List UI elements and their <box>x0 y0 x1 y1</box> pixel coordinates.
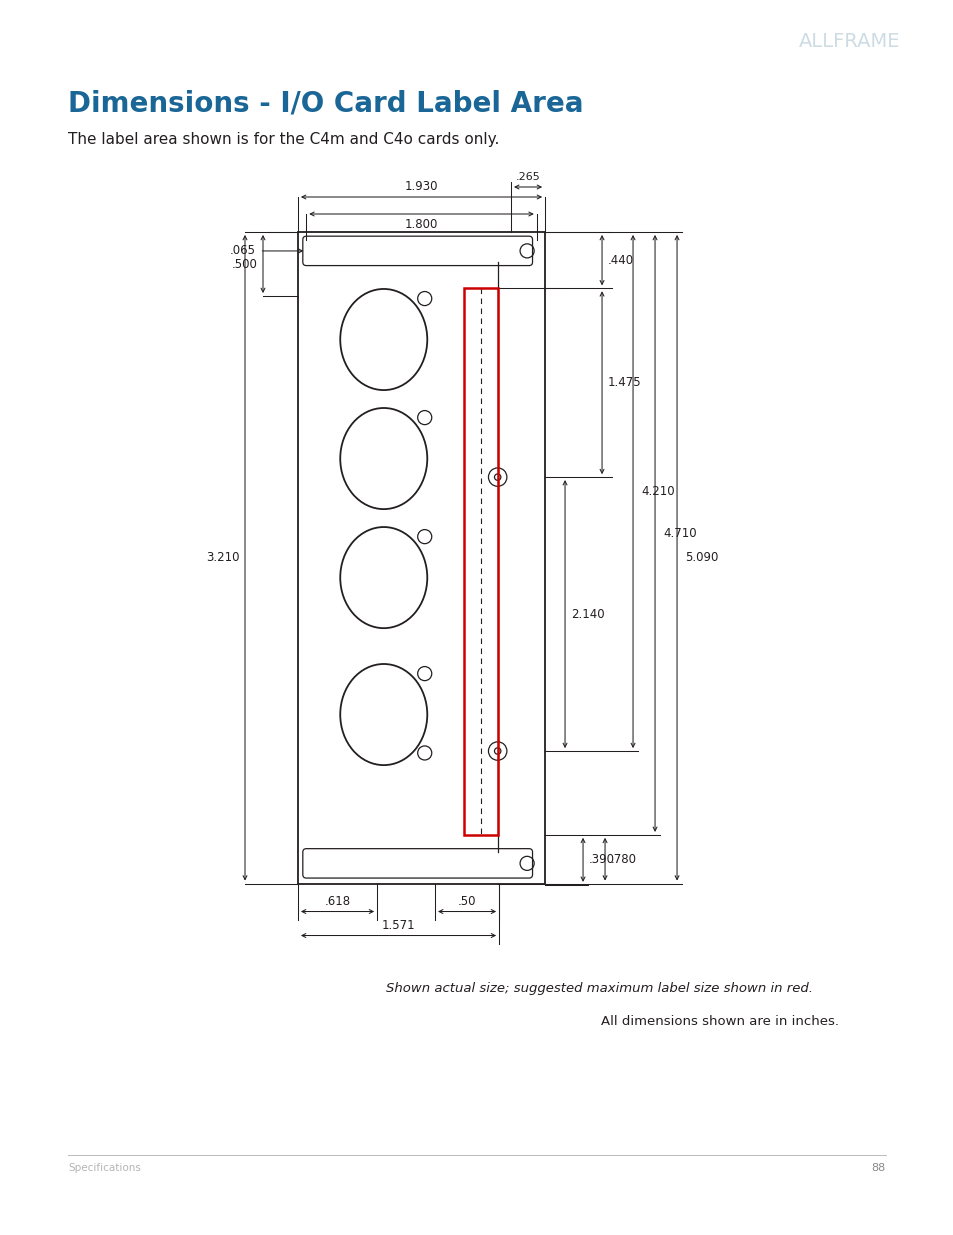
Bar <box>297 232 544 883</box>
Text: 2.140: 2.140 <box>571 608 604 620</box>
Text: 1.571: 1.571 <box>381 919 415 932</box>
Text: 88: 88 <box>871 1163 885 1173</box>
Text: .065: .065 <box>230 245 255 257</box>
Text: Dimensions - I/O Card Label Area: Dimensions - I/O Card Label Area <box>68 90 583 119</box>
Text: .780: .780 <box>611 852 637 866</box>
Text: The label area shown is for the C4m and C4o cards only.: The label area shown is for the C4m and … <box>68 132 498 147</box>
Text: ALLFRAME: ALLFRAME <box>798 32 899 51</box>
Text: 1.475: 1.475 <box>607 377 641 389</box>
Text: 3.210: 3.210 <box>206 551 240 564</box>
Text: .500: .500 <box>232 258 257 270</box>
Text: Shown actual size; suggested maximum label size shown in red.: Shown actual size; suggested maximum lab… <box>386 982 813 995</box>
Text: .618: .618 <box>324 895 351 908</box>
Text: All dimensions shown are in inches.: All dimensions shown are in inches. <box>600 1015 838 1028</box>
Text: .265: .265 <box>516 172 540 182</box>
Text: 5.090: 5.090 <box>684 551 718 564</box>
Text: Specifications: Specifications <box>68 1163 141 1173</box>
Text: 4.210: 4.210 <box>640 485 674 498</box>
Text: 4.710: 4.710 <box>662 527 696 540</box>
Text: 1.800: 1.800 <box>404 217 437 231</box>
Text: 1.930: 1.930 <box>404 180 437 194</box>
Text: .440: .440 <box>607 253 634 267</box>
Text: .50: .50 <box>457 895 476 908</box>
Text: .390: .390 <box>588 853 615 866</box>
Bar <box>464 288 497 835</box>
